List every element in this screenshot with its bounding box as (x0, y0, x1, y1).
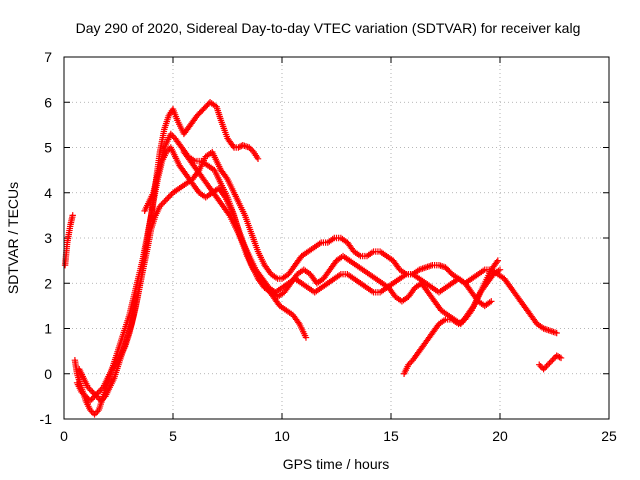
data-point (537, 363, 544, 370)
data-point (92, 409, 100, 417)
data-point (488, 298, 495, 305)
data-point (550, 355, 557, 362)
data-point (496, 266, 504, 273)
data-point (88, 408, 95, 415)
axis-ticks: 0 5 10 15 20 25 -1 0 1 2 3 4 5 6 7 (40, 49, 617, 444)
data-point (97, 397, 105, 405)
data-point (547, 358, 555, 365)
data-point (87, 387, 95, 394)
data-point (89, 388, 96, 396)
data-point (86, 406, 94, 414)
data-point (94, 408, 101, 415)
data-series (61, 99, 565, 418)
data-point (95, 388, 103, 396)
data-point (92, 391, 99, 399)
data-point (163, 195, 171, 202)
y-tick-label: 3 (44, 230, 52, 246)
data-point (543, 363, 550, 370)
data-point (546, 359, 553, 367)
x-tick-label: 25 (601, 428, 617, 444)
y-tick-label: 6 (44, 94, 52, 110)
data-point (467, 308, 474, 316)
data-point (159, 200, 167, 207)
data-point (86, 385, 93, 393)
data-point (541, 364, 549, 371)
data-point (91, 411, 98, 418)
y-tick-label: 0 (44, 366, 52, 382)
data-point (225, 210, 232, 218)
y-axis-label: SDTVAR / TECUs (5, 182, 21, 294)
y-tick-label: 4 (44, 185, 52, 201)
data-point (556, 353, 563, 361)
y-tick-label: 7 (44, 49, 52, 65)
data-point (79, 390, 87, 397)
data-point (69, 212, 76, 219)
data-point (169, 132, 176, 139)
data-point (544, 361, 552, 368)
data-point (166, 192, 174, 199)
data-point (295, 319, 302, 326)
data-point (406, 359, 414, 367)
data-point (557, 354, 565, 362)
data-point (236, 143, 244, 150)
data-point (247, 145, 254, 153)
data-point (536, 361, 543, 368)
data-point (100, 394, 108, 402)
y-tick-label: 1 (44, 321, 52, 337)
series-track-h (536, 352, 565, 373)
data-point (84, 384, 92, 391)
y-tick-label: 5 (44, 140, 52, 156)
data-point (81, 391, 88, 399)
chart-title: Day 290 of 2020, Sidereal Day-to-day VTE… (76, 20, 581, 36)
series-track-e (141, 130, 310, 341)
data-point (493, 258, 500, 266)
data-point (156, 203, 164, 210)
data-point (229, 142, 237, 150)
y-tick-label: -1 (40, 411, 53, 427)
data-point (98, 385, 105, 393)
y-tick-label: 2 (44, 275, 52, 291)
data-point (249, 147, 256, 154)
data-point (223, 174, 230, 181)
data-point (82, 393, 89, 400)
data-point (93, 393, 100, 400)
data-point (302, 334, 310, 341)
x-tick-label: 20 (492, 428, 508, 444)
data-point (553, 352, 560, 359)
x-tick-label: 5 (169, 428, 177, 444)
data-point (90, 390, 97, 397)
data-point (540, 366, 547, 373)
data-point (494, 257, 502, 264)
series-track-g (400, 257, 502, 377)
series-track-a (61, 212, 76, 269)
data-point (235, 144, 242, 151)
data-point (162, 197, 169, 204)
data-point (165, 194, 172, 201)
data-point (167, 130, 175, 138)
data-point (405, 361, 412, 368)
data-point (99, 396, 106, 403)
data-point (553, 329, 560, 337)
data-point (554, 353, 562, 360)
data-point (246, 144, 253, 151)
data-point (94, 394, 102, 402)
data-point (84, 394, 91, 402)
data-point (161, 198, 168, 205)
x-tick-label: 0 (60, 428, 68, 444)
series-track-f (180, 148, 495, 310)
plot-frame (63, 56, 610, 420)
data-point (254, 155, 262, 163)
x-tick-label: 10 (274, 428, 290, 444)
data-point (86, 397, 94, 405)
x-tick-label: 15 (383, 428, 399, 444)
x-axis-label: GPS time / hours (283, 456, 390, 472)
data-point (88, 396, 95, 403)
data-point (549, 356, 556, 364)
data-point (97, 387, 104, 394)
data-point (78, 388, 85, 396)
data-point (158, 201, 165, 209)
